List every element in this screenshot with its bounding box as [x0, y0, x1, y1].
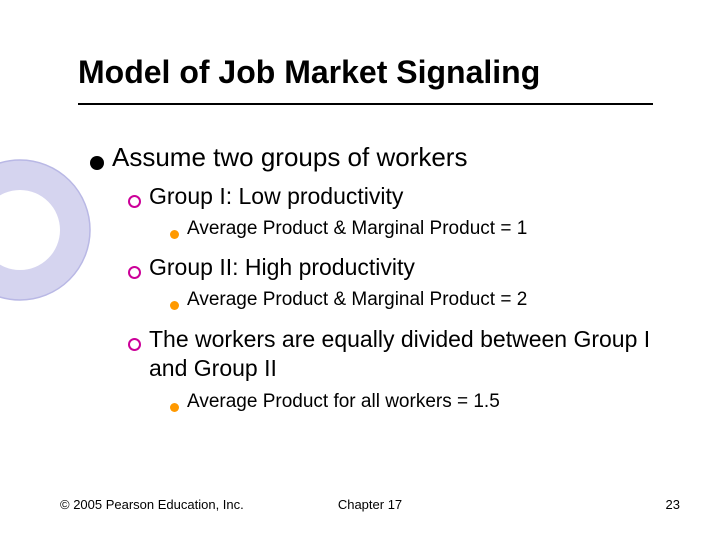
bullet-level2: Group I: Low productivity — [128, 183, 680, 210]
footer: © 2005 Pearson Education, Inc. Chapter 1… — [60, 497, 680, 512]
bullet-level3: Average Product & Marginal Product = 1 — [170, 218, 680, 240]
title-underline — [78, 103, 653, 105]
bullet-dot-icon — [170, 230, 179, 239]
chapter-label: Chapter 17 — [338, 497, 402, 512]
bullet-level3: Average Product for all workers = 1.5 — [170, 391, 680, 413]
bullet-text: Assume two groups of workers — [112, 142, 467, 173]
bullet-level2: Group II: High productivity — [128, 254, 680, 281]
bullet-text: Average Product & Marginal Product = 1 — [187, 218, 527, 240]
slide-decoration — [0, 155, 95, 305]
content-area: Assume two groups of workers Group I: Lo… — [90, 140, 680, 413]
bullet-dot-icon — [170, 301, 179, 310]
bullet-text: The workers are equally divided between … — [149, 325, 680, 383]
bullet-text: Average Product for all workers = 1.5 — [187, 391, 500, 413]
page-number: 23 — [666, 497, 680, 512]
bullet-dot-icon — [170, 403, 179, 412]
bullet-circle-icon — [128, 338, 141, 351]
slide-title: Model of Job Market Signaling — [78, 54, 680, 91]
bullet-circle-icon — [128, 266, 141, 279]
bullet-circle-icon — [128, 195, 141, 208]
copyright-text: © 2005 Pearson Education, Inc. — [60, 497, 244, 512]
bullet-text: Average Product & Marginal Product = 2 — [187, 289, 527, 311]
bullet-level2: The workers are equally divided between … — [128, 325, 680, 383]
bullet-text: Group I: Low productivity — [149, 183, 403, 210]
title-block: Model of Job Market Signaling — [78, 54, 680, 105]
bullet-level1: Assume two groups of workers — [90, 142, 680, 173]
bullet-dot-icon — [90, 156, 104, 170]
bullet-level3: Average Product & Marginal Product = 2 — [170, 289, 680, 311]
bullet-text: Group II: High productivity — [149, 254, 415, 281]
